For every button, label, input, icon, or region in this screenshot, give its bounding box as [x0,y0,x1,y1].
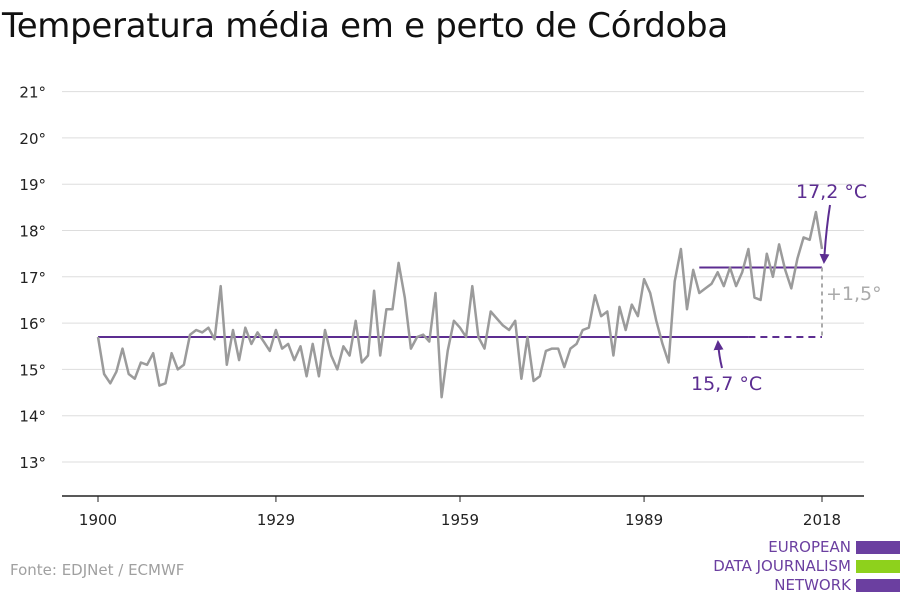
difference-label: +1,5° [826,283,882,305]
y-tick-label: 16° [19,315,46,333]
x-tick-label: 1989 [625,511,663,529]
logo-line-3: NETWORK [774,576,851,594]
reference-lines [98,266,823,338]
logo-bar-green [856,560,900,573]
x-tick-label: 1900 [79,511,117,529]
y-tick-label: 18° [19,223,46,241]
baseline-mean-arrow [713,340,724,369]
recent-mean-label: 17,2 °C [796,181,867,203]
temperature-series-line [96,210,824,399]
y-axis-tick-labels: 13° 14° 15° 16° 17° 18° 19° 20° 21° [19,84,46,472]
x-tick-label: 1959 [441,511,479,529]
source-note: Fonte: EDJNet / ECMWF [10,561,185,579]
y-tick-label: 15° [19,361,46,379]
y-tick-label: 19° [19,176,46,194]
baseline-mean-label: 15,7 °C [691,373,762,395]
logo-bar-purple-top [856,541,900,554]
y-tick-label: 17° [19,269,46,287]
logo-line-1: EUROPEAN [768,538,851,556]
y-tick-label: 21° [19,84,46,102]
chart-title: Temperatura média em e perto de Córdoba [2,6,728,46]
y-tick-label: 14° [19,408,46,426]
logo-line-2: DATA JOURNALISM [713,557,851,575]
gridlines [62,91,864,463]
series-layer [96,210,824,399]
edjnet-logo[interactable]: EUROPEAN DATA JOURNALISM NETWORK [700,538,900,598]
annotations: 17,2 °C 15,7 °C +1,5° [691,181,882,395]
x-tick-label: 2018 [803,511,841,529]
y-tick-label: 13° [19,454,46,472]
x-axis-tick-labels: 1900 1929 1959 1989 2018 [79,496,841,529]
logo-bar-purple-bottom [856,579,900,592]
recent-mean-arrow [819,204,831,264]
x-tick-label: 1929 [257,511,295,529]
y-tick-label: 20° [19,130,46,148]
